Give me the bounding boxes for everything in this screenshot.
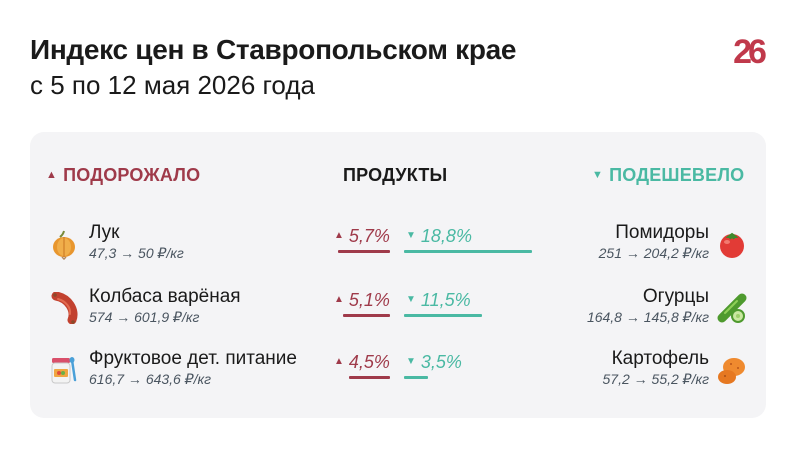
falling-item-price: 57,2 → 55,2 ₽/кг bbox=[602, 371, 709, 387]
falling-percent-label: ▼ 18,8% bbox=[406, 226, 472, 246]
header-products: ПРОДУКТЫ bbox=[343, 165, 448, 185]
falling-item-name: Огурцы bbox=[642, 286, 709, 307]
page-subtitle: с 5 по 12 мая 2026 года bbox=[30, 70, 315, 100]
header-down: ▼ ПОДЕШЕВЕЛО bbox=[592, 165, 744, 186]
table-row: Лук 47,3 → 50 ₽/кг ▲ 5,7% ▼ 18,8% Помидоры… bbox=[0, 218, 800, 278]
logo-text: 26 bbox=[733, 33, 766, 70]
up-triangle-icon: ▲ bbox=[46, 169, 58, 181]
falling-item-name: Помидоры bbox=[615, 222, 709, 243]
falling-item-price: 164,8 → 145,8 ₽/кг bbox=[586, 309, 709, 325]
rising-percent-label: ▲ 5,7% bbox=[334, 226, 390, 246]
header-up-label: ПОДОРОЖАЛО bbox=[63, 165, 201, 185]
rising-item-name: Фруктовое дет. питание bbox=[89, 348, 297, 369]
baby-food-jar-icon bbox=[48, 354, 80, 386]
potato-icon bbox=[716, 354, 748, 386]
sausage-icon bbox=[48, 292, 80, 324]
rising-item-name: Колбаса варёная bbox=[89, 286, 241, 307]
down-triangle-icon: ▼ bbox=[592, 169, 604, 181]
rising-percent-label: ▲ 4,5% bbox=[334, 352, 390, 372]
falling-item-price: 251 → 204,2 ₽/кг bbox=[598, 245, 709, 261]
onion-icon bbox=[48, 228, 80, 260]
rising-bar bbox=[343, 314, 390, 317]
falling-percent-label: ▼ 11,5% bbox=[406, 290, 471, 310]
rising-item-price: 574 → 601,9 ₽/кг bbox=[89, 309, 200, 325]
falling-item-name: Картофель bbox=[611, 348, 709, 369]
table-row: Фруктовое дет. питание 616,7 → 643,6 ₽/к… bbox=[0, 344, 800, 404]
falling-bar bbox=[404, 376, 428, 379]
logo-26: 26 bbox=[733, 33, 770, 70]
rising-item-name: Лук bbox=[89, 222, 120, 243]
falling-percent-label: ▼ 3,5% bbox=[406, 352, 462, 372]
rising-item-price: 47,3 → 50 ₽/кг bbox=[89, 245, 184, 261]
falling-bar bbox=[404, 250, 532, 253]
tomato-icon bbox=[716, 228, 748, 260]
table-row: Колбаса варёная 574 → 601,9 ₽/кг ▲ 5,1% ▼… bbox=[0, 282, 800, 342]
rising-bar bbox=[338, 250, 390, 253]
falling-bar bbox=[404, 314, 482, 317]
rising-bar bbox=[349, 376, 390, 379]
rising-item-price: 616,7 → 643,6 ₽/кг bbox=[89, 371, 212, 387]
price-index-card bbox=[30, 132, 766, 418]
page-title: Индекс цен в Ставропольском крае bbox=[30, 34, 517, 65]
header-up: ▲ ПОДОРОЖАЛО bbox=[46, 165, 200, 186]
rising-percent-label: ▲ 5,1% bbox=[334, 290, 390, 310]
header-down-label: ПОДЕШЕВЕЛО bbox=[609, 165, 745, 185]
cucumber-icon bbox=[716, 292, 748, 324]
